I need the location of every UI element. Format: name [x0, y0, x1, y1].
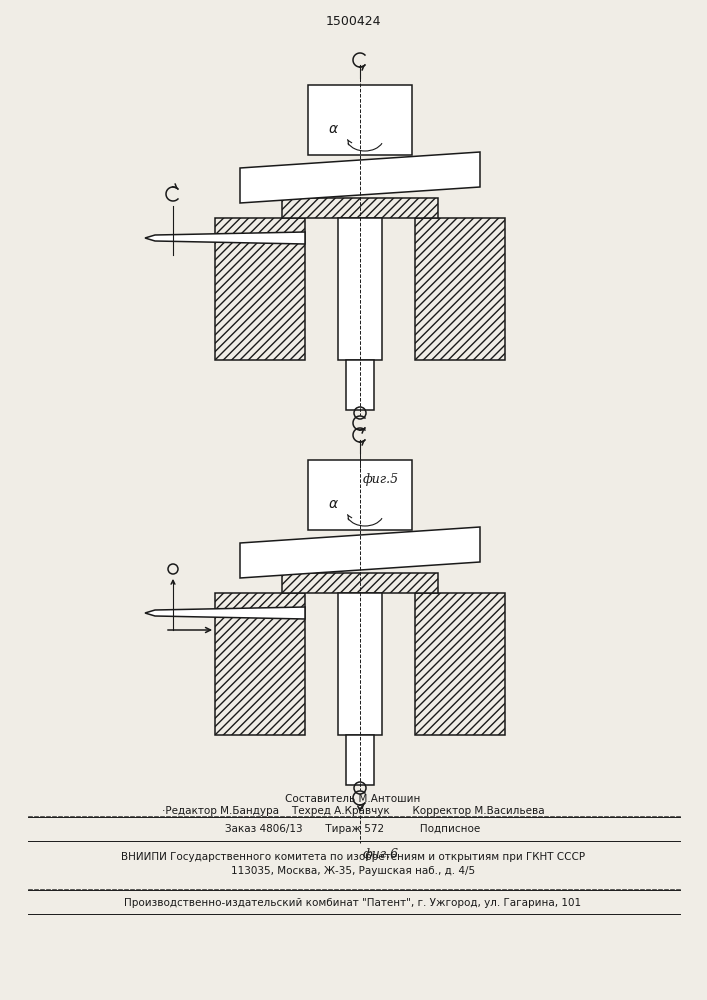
Polygon shape	[282, 198, 438, 218]
Text: фиг.5: фиг.5	[363, 473, 399, 486]
Polygon shape	[145, 607, 305, 619]
Text: фиг.6: фиг.6	[363, 848, 399, 861]
Polygon shape	[415, 218, 505, 360]
Polygon shape	[308, 460, 412, 530]
Text: Заказ 4806/13       Тираж 572           Подписное: Заказ 4806/13 Тираж 572 Подписное	[226, 824, 481, 834]
Polygon shape	[346, 360, 374, 410]
Polygon shape	[338, 218, 382, 360]
Polygon shape	[215, 593, 305, 735]
Polygon shape	[145, 232, 305, 244]
Text: ВНИИПИ Государственного комитета по изобретениям и открытиям при ГКНТ СССР: ВНИИПИ Государственного комитета по изоб…	[121, 852, 585, 862]
Text: 113035, Москва, Ж-35, Раушская наб., д. 4/5: 113035, Москва, Ж-35, Раушская наб., д. …	[231, 866, 475, 876]
Polygon shape	[215, 218, 305, 360]
Text: 1500424: 1500424	[325, 15, 381, 28]
Text: Составитель М.Антошин: Составитель М.Антошин	[286, 794, 421, 804]
Polygon shape	[338, 593, 382, 735]
Polygon shape	[415, 593, 505, 735]
Text: $\alpha$: $\alpha$	[328, 497, 339, 511]
Polygon shape	[308, 85, 412, 155]
Text: Производственно-издательский комбинат "Патент", г. Ужгород, ул. Гагарина, 101: Производственно-издательский комбинат "П…	[124, 898, 582, 908]
Polygon shape	[282, 573, 438, 593]
Text: ·Редактор М.Бандура    Техред А.Кравчук       Корректор М.Васильева: ·Редактор М.Бандура Техред А.Кравчук Кор…	[162, 806, 544, 816]
Polygon shape	[240, 527, 480, 578]
Polygon shape	[346, 735, 374, 785]
Text: $\alpha$: $\alpha$	[328, 122, 339, 136]
Polygon shape	[240, 152, 480, 203]
